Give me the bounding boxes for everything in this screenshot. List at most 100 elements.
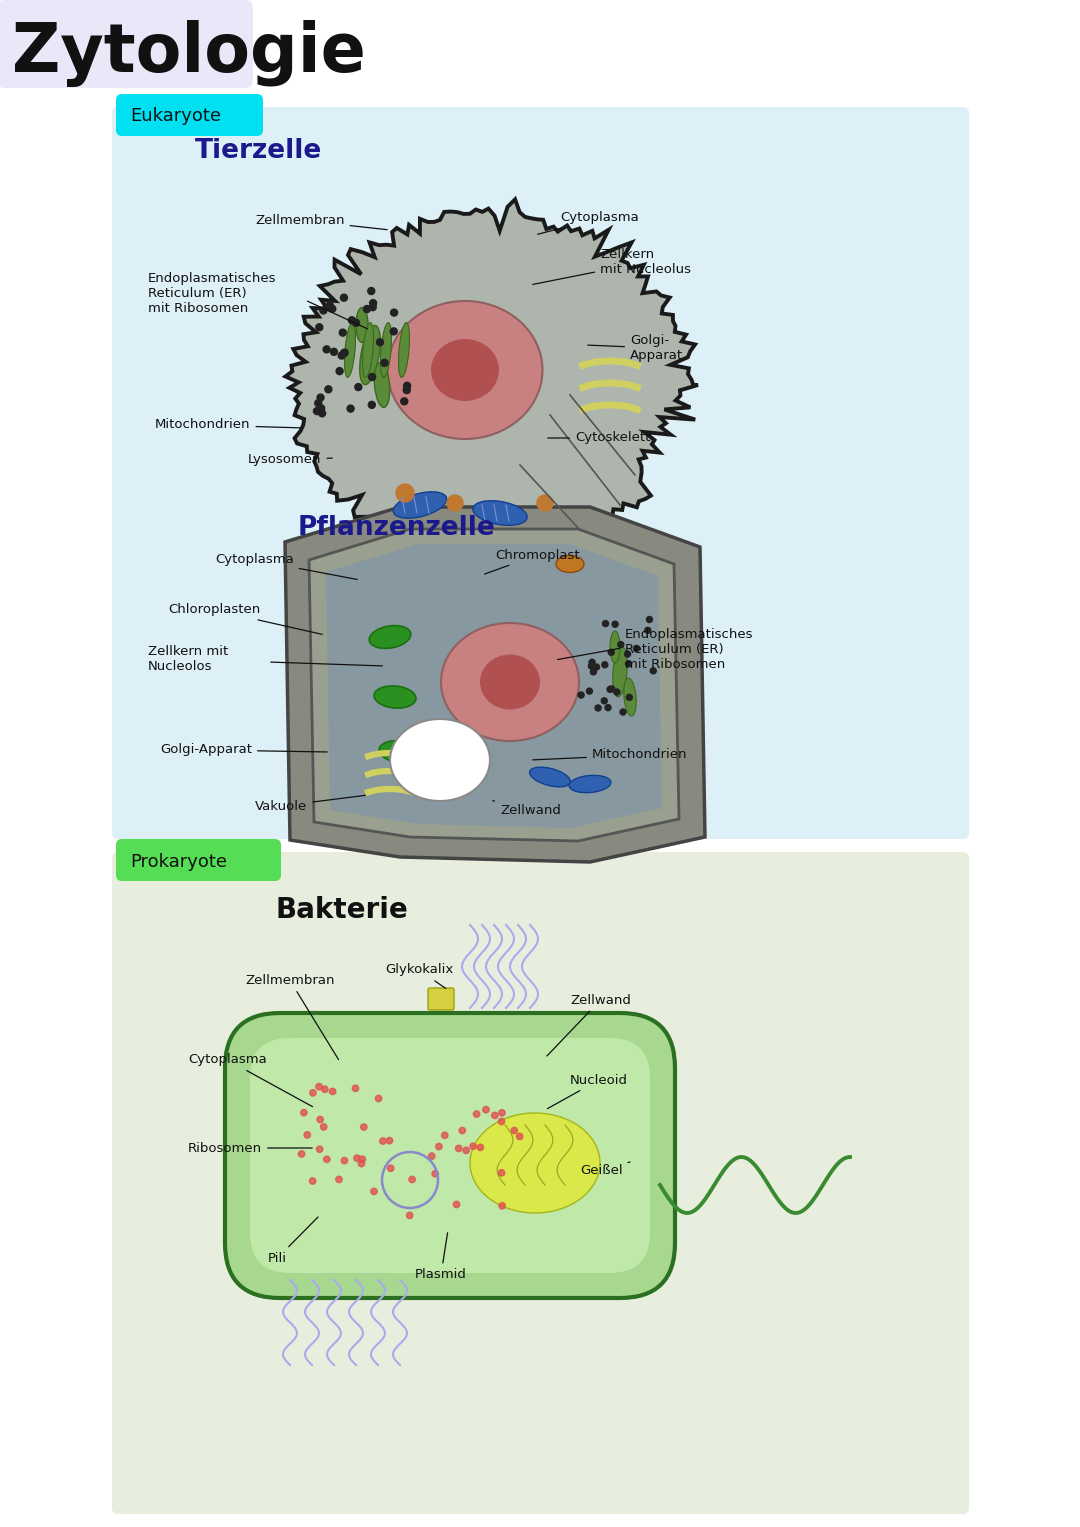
Text: Nucleoid: Nucleoid	[548, 1073, 627, 1109]
Circle shape	[483, 1107, 489, 1113]
Text: Zellkern mit
Nucleolos: Zellkern mit Nucleolos	[148, 644, 228, 673]
Circle shape	[369, 299, 377, 307]
Circle shape	[498, 1118, 504, 1125]
Ellipse shape	[399, 322, 409, 377]
Ellipse shape	[369, 626, 410, 649]
Circle shape	[381, 359, 388, 366]
Circle shape	[305, 1132, 310, 1138]
Polygon shape	[285, 200, 698, 571]
Text: Vakuole: Vakuole	[255, 796, 365, 812]
Circle shape	[602, 661, 608, 667]
Text: Zellmembran: Zellmembran	[255, 214, 388, 229]
Circle shape	[396, 484, 414, 502]
Circle shape	[429, 1153, 435, 1159]
Text: Zytologie: Zytologie	[12, 20, 366, 87]
Circle shape	[368, 374, 376, 380]
Circle shape	[594, 664, 599, 670]
FancyBboxPatch shape	[112, 852, 969, 1513]
Circle shape	[339, 330, 347, 336]
Text: Zellwand: Zellwand	[492, 800, 561, 817]
Circle shape	[370, 1188, 377, 1194]
Ellipse shape	[529, 767, 570, 786]
Text: Tierzelle: Tierzelle	[195, 137, 322, 163]
Circle shape	[347, 405, 354, 412]
Circle shape	[498, 1170, 504, 1176]
Circle shape	[341, 350, 348, 356]
Circle shape	[336, 368, 343, 374]
Circle shape	[613, 689, 620, 695]
FancyBboxPatch shape	[225, 1012, 675, 1298]
Circle shape	[537, 495, 553, 512]
Circle shape	[340, 350, 348, 357]
Text: Golgi-Apparat: Golgi-Apparat	[160, 744, 327, 756]
Text: Glykokalix: Glykokalix	[384, 964, 454, 988]
Ellipse shape	[363, 322, 374, 377]
Text: Zellkern
mit Nucleolus: Zellkern mit Nucleolus	[532, 247, 691, 284]
Circle shape	[376, 1095, 381, 1101]
Circle shape	[473, 1110, 480, 1118]
Circle shape	[456, 1145, 462, 1151]
Ellipse shape	[380, 322, 392, 377]
FancyBboxPatch shape	[249, 1038, 650, 1274]
Circle shape	[499, 1110, 505, 1116]
Circle shape	[298, 1151, 305, 1157]
Circle shape	[624, 651, 631, 657]
Circle shape	[320, 307, 327, 315]
Circle shape	[318, 405, 325, 412]
Text: Golgi-
Apparat: Golgi- Apparat	[588, 334, 684, 362]
Circle shape	[612, 621, 618, 628]
Circle shape	[355, 383, 362, 391]
Circle shape	[463, 1147, 470, 1153]
Circle shape	[368, 287, 375, 295]
Circle shape	[409, 1176, 416, 1183]
FancyBboxPatch shape	[0, 0, 253, 89]
Circle shape	[388, 1165, 394, 1171]
Text: Cytoplasma: Cytoplasma	[538, 212, 638, 234]
Text: Cytoskelett: Cytoskelett	[548, 432, 650, 444]
Circle shape	[470, 1144, 476, 1150]
Text: Pflanzenzelle: Pflanzenzelle	[298, 515, 496, 541]
Circle shape	[626, 695, 632, 701]
Text: Eukaryote: Eukaryote	[130, 107, 221, 125]
Ellipse shape	[360, 325, 380, 385]
Text: Plasmid: Plasmid	[415, 1232, 467, 1281]
Circle shape	[310, 1177, 315, 1185]
Circle shape	[325, 386, 332, 392]
Circle shape	[647, 617, 652, 623]
Text: Prokaryote: Prokaryote	[130, 854, 227, 870]
Circle shape	[447, 495, 463, 512]
Circle shape	[318, 394, 324, 402]
Circle shape	[578, 692, 584, 698]
Circle shape	[341, 1157, 348, 1164]
Circle shape	[349, 316, 355, 324]
Circle shape	[329, 1089, 336, 1095]
Circle shape	[459, 1127, 465, 1133]
Circle shape	[391, 308, 397, 316]
Polygon shape	[285, 507, 705, 863]
Circle shape	[313, 408, 321, 415]
Ellipse shape	[473, 501, 527, 525]
Circle shape	[589, 663, 594, 669]
Circle shape	[359, 1161, 365, 1167]
Circle shape	[310, 1090, 316, 1096]
Circle shape	[432, 1171, 438, 1177]
Circle shape	[352, 1086, 359, 1092]
Ellipse shape	[569, 776, 611, 793]
Circle shape	[645, 628, 651, 634]
Text: Lysosomen: Lysosomen	[248, 454, 333, 467]
Text: Pili: Pili	[268, 1217, 318, 1264]
Ellipse shape	[431, 339, 499, 402]
Circle shape	[354, 1154, 360, 1162]
Ellipse shape	[610, 631, 620, 663]
Circle shape	[326, 302, 334, 308]
Circle shape	[435, 1144, 442, 1150]
Text: Zellmembran: Zellmembran	[245, 974, 338, 1060]
Text: Zellwand: Zellwand	[546, 994, 631, 1057]
Text: Endoplasmatisches
Reticulum (ER)
mit Ribosomen: Endoplasmatisches Reticulum (ER) mit Rib…	[148, 272, 276, 315]
Ellipse shape	[393, 492, 447, 518]
Ellipse shape	[470, 1113, 600, 1212]
Polygon shape	[309, 528, 679, 841]
FancyBboxPatch shape	[112, 107, 969, 838]
Ellipse shape	[374, 686, 416, 709]
FancyBboxPatch shape	[116, 95, 264, 136]
